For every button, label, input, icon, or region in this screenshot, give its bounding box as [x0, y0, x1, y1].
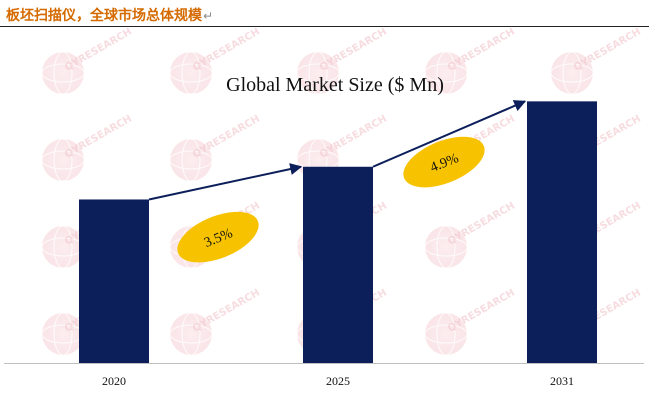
svg-text:QYRESEARCH: QYRESEARCH	[446, 287, 517, 334]
page-title-text: 板坯扫描仪，全球市场总体规模	[6, 8, 202, 24]
watermark-logo: QYRESEARCH	[424, 287, 517, 356]
svg-text:QYRESEARCH: QYRESEARCH	[191, 287, 262, 334]
watermark-logo: QYRESEARCH	[169, 113, 262, 182]
svg-text:QYRESEARCH: QYRESEARCH	[572, 26, 643, 73]
cagr-badge-4.9%: 4.9%	[403, 136, 485, 188]
growth-arrow-2020-2025	[148, 163, 303, 201]
svg-text:QYRESEARCH: QYRESEARCH	[446, 200, 517, 247]
watermark-logo: QYRESEARCH	[41, 113, 134, 182]
svg-text:QYRESEARCH: QYRESEARCH	[191, 113, 262, 160]
chart-title: Global Market Size ($ Mn)	[226, 74, 444, 96]
cagr-badge-3.5%: 3.5%	[177, 211, 259, 263]
svg-text:QYRESEARCH: QYRESEARCH	[446, 26, 517, 73]
watermark-logo: QYRESEARCH	[169, 287, 262, 356]
bar-2031	[527, 101, 597, 364]
svg-text:QYRESEARCH: QYRESEARCH	[191, 26, 262, 73]
svg-text:QYRESEARCH: QYRESEARCH	[318, 26, 389, 73]
bar-2020	[79, 199, 149, 363]
watermark-logo: QYRESEARCH	[550, 26, 643, 95]
growth-arrow-2025-2031	[372, 100, 527, 168]
svg-text:QYRESEARCH: QYRESEARCH	[63, 113, 134, 160]
page-title: 板坯扫描仪，全球市场总体规模↵	[6, 6, 213, 26]
return-mark-icon: ↵	[203, 9, 214, 23]
bar-2025	[303, 166, 373, 363]
x-tick-label-2020: 2020	[102, 374, 126, 388]
svg-text:QYRESEARCH: QYRESEARCH	[318, 113, 389, 160]
x-tick-label-2025: 2025	[326, 374, 350, 388]
x-tick-label-2031: 2031	[550, 374, 574, 388]
header-divider	[0, 26, 649, 27]
svg-text:QYRESEARCH: QYRESEARCH	[63, 26, 134, 73]
watermark-logo: QYRESEARCH	[41, 26, 134, 95]
watermark-logo: QYRESEARCH	[424, 200, 517, 269]
